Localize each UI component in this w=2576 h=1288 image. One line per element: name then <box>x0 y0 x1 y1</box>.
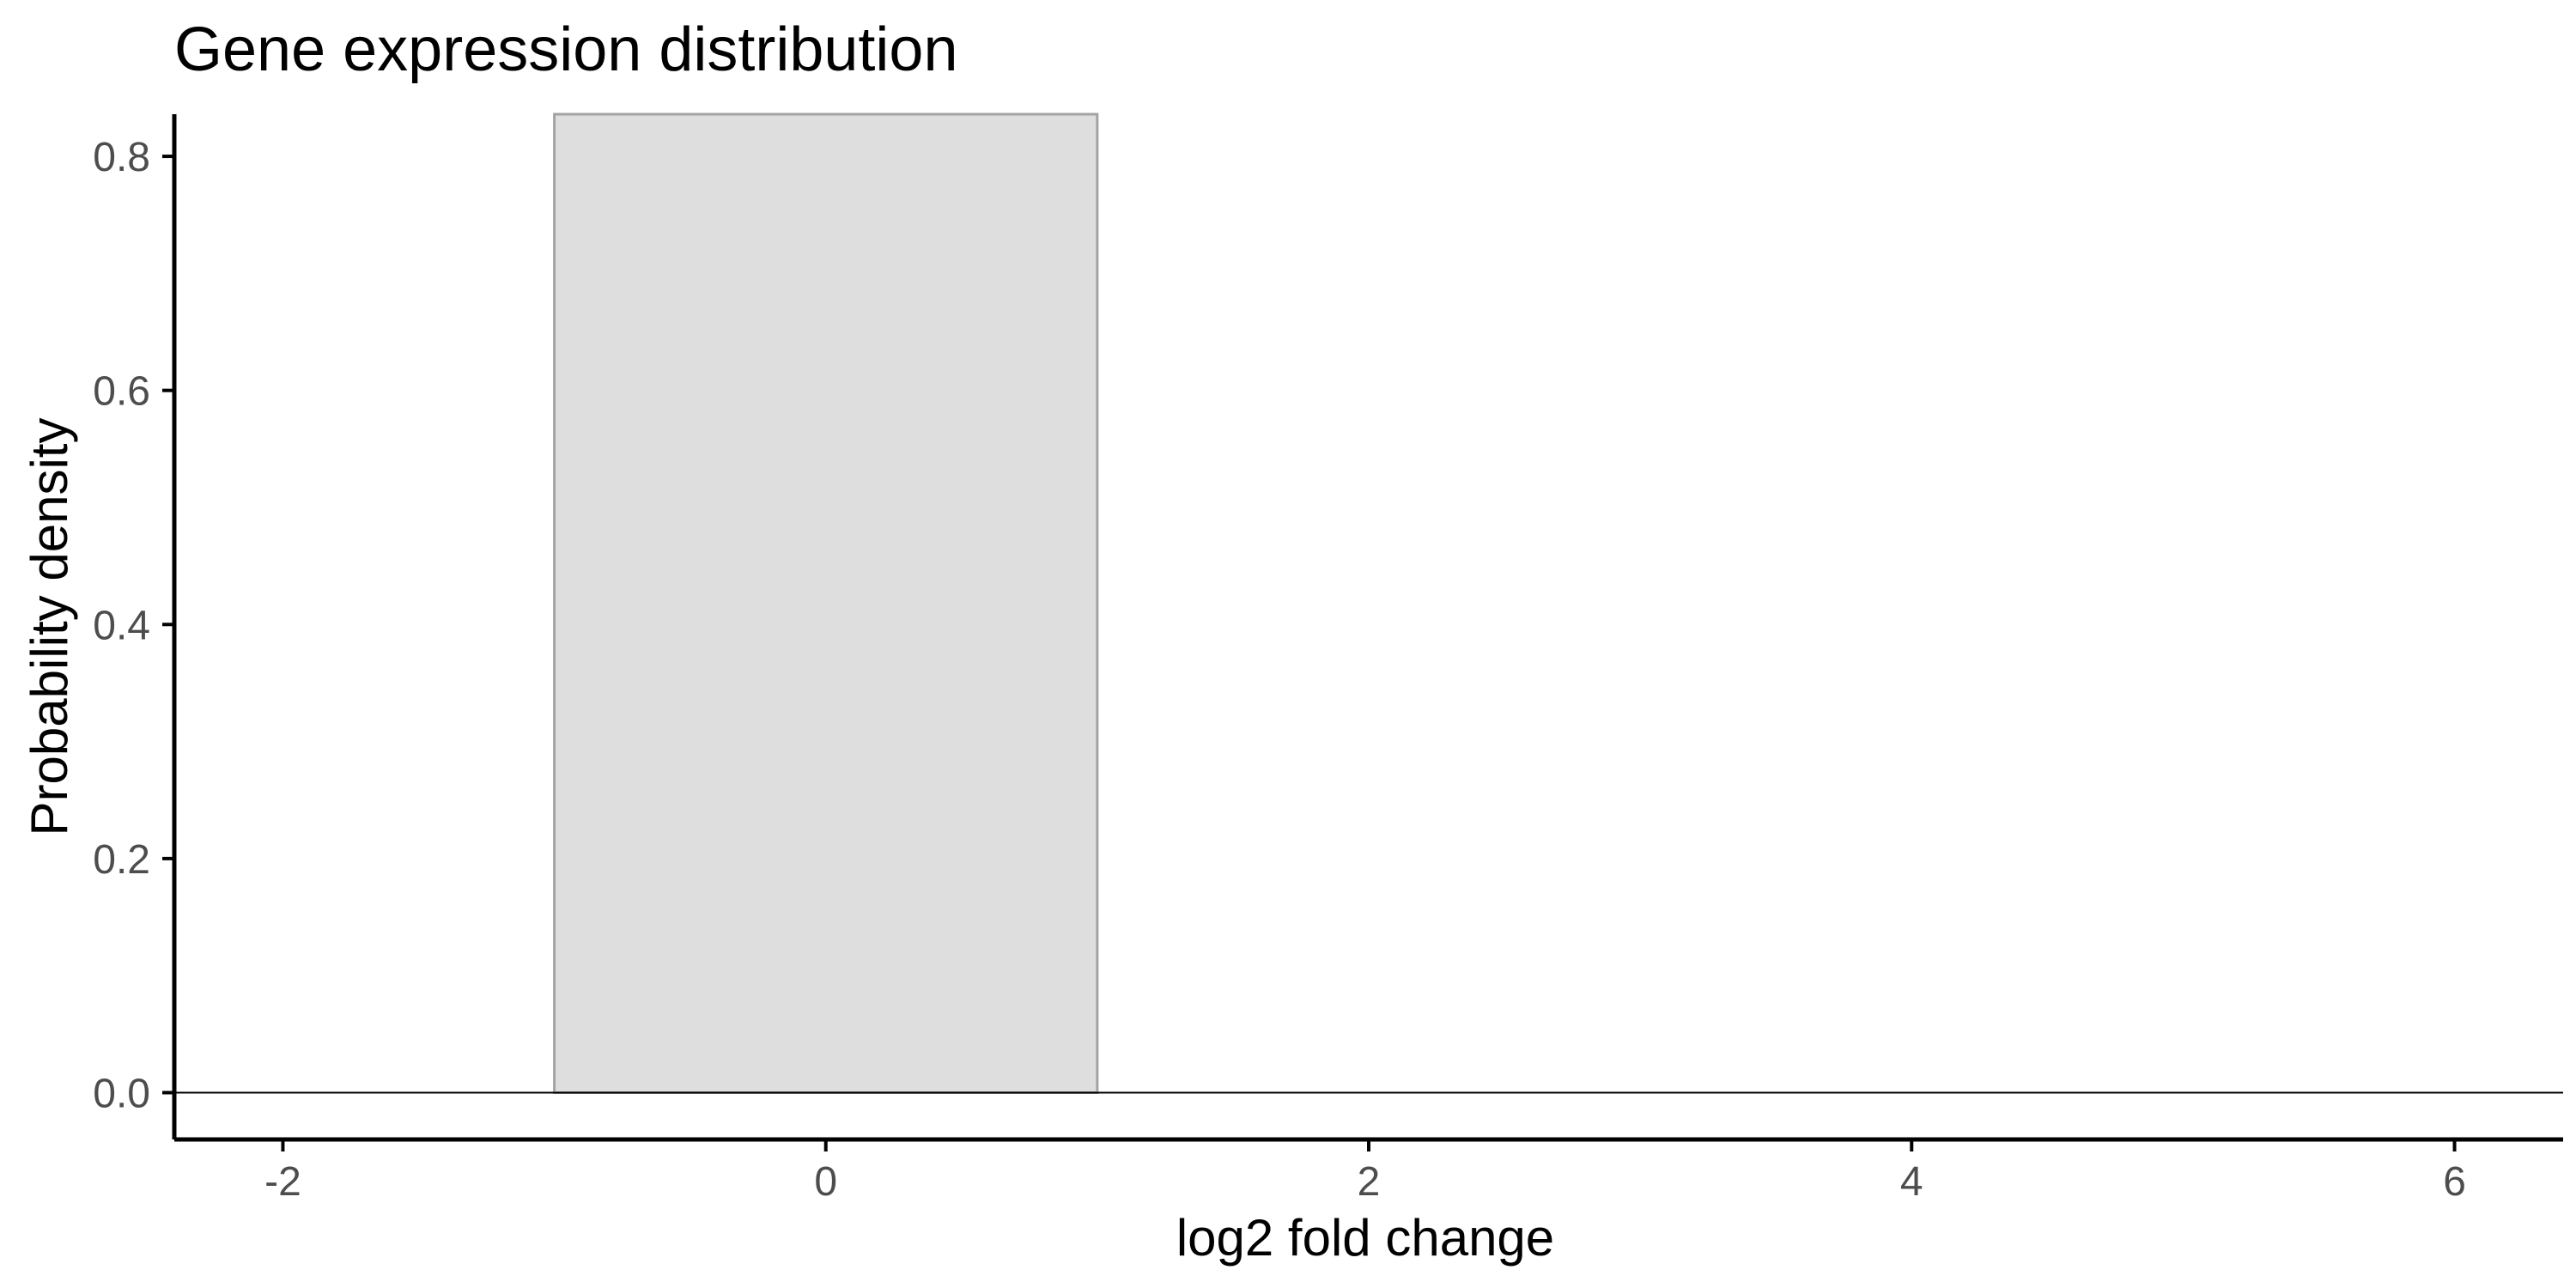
x-tick-label: 6 <box>2443 1159 2466 1205</box>
y-axis-title: Probability density <box>21 418 78 836</box>
chart-title: Gene expression distribution <box>174 15 958 84</box>
y-tick-label: 0.8 <box>93 135 150 180</box>
x-axis-ticks: -2 0 2 4 6 <box>264 1139 2466 1205</box>
x-tick-label: -2 <box>264 1159 301 1205</box>
y-tick-label: 0.2 <box>93 837 150 883</box>
y-tick-label: 0.0 <box>93 1071 150 1116</box>
y-tick-label: 0.4 <box>93 603 150 648</box>
x-tick-label: 4 <box>1900 1159 1923 1205</box>
histogram-bar <box>553 112 1099 1094</box>
x-tick-label: 2 <box>1358 1159 1381 1205</box>
y-tick-label: 0.6 <box>93 369 150 415</box>
x-axis-title: log2 fold change <box>1176 1209 1554 1267</box>
y-axis-ticks: 0.0 0.2 0.4 0.6 0.8 <box>93 135 174 1116</box>
x-tick-label: 0 <box>814 1159 837 1205</box>
histogram-bars <box>553 112 1099 1094</box>
